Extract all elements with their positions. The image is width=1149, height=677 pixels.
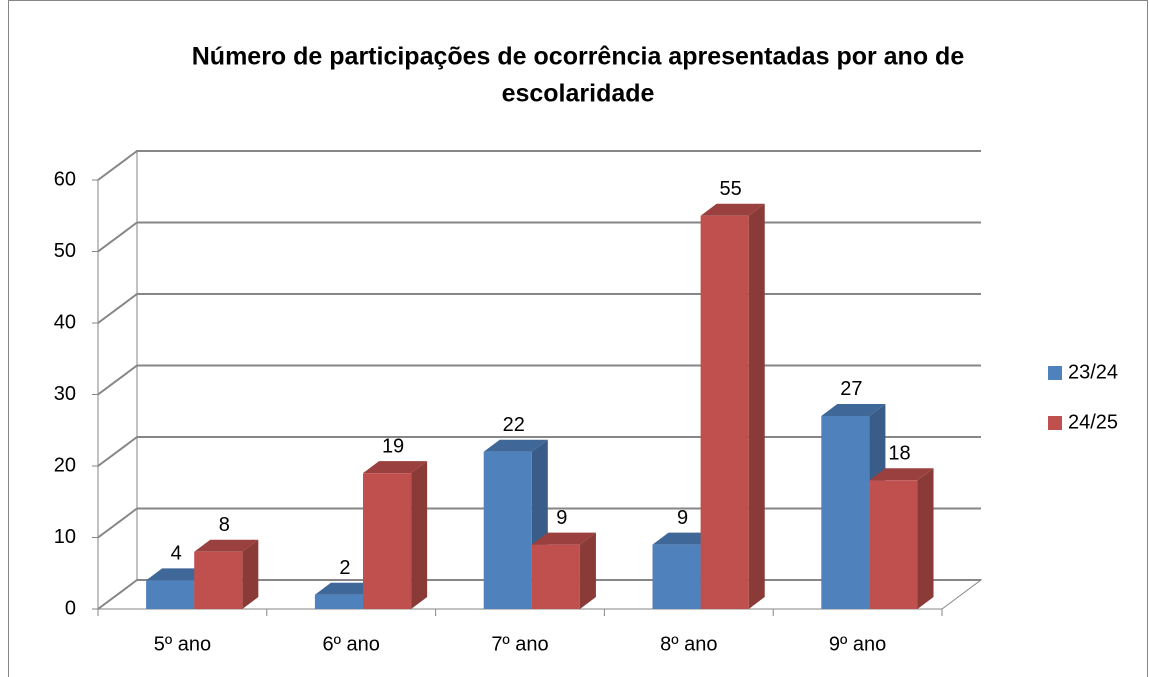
y-tick-label: 0 [65,597,76,619]
bar-top [531,532,596,545]
legend-label: 23/24 [1068,361,1118,383]
bar-top [314,582,380,595]
bar-side [917,468,934,609]
data-label: 27 [840,378,862,400]
grid-line [97,221,981,253]
bar-side [411,461,428,609]
bar-top [194,539,259,552]
legend-label: 24/25 [1068,411,1118,433]
x-tick-label: 6º ano [323,633,380,655]
grid-line [97,150,981,181]
bar-top [483,439,548,452]
bar-side [579,532,596,609]
bar-top [146,568,211,581]
bar-top [700,203,765,216]
data-label: 22 [503,414,525,436]
chart-title: escolaridade [502,80,655,108]
bar [363,473,412,609]
bar [869,480,918,609]
bar [146,580,195,609]
y-tick-label: 10 [54,526,76,548]
bar [821,415,870,609]
bar-side [748,203,765,609]
y-tick-label: 30 [54,383,76,405]
bar [531,544,580,609]
bar-top [821,403,886,416]
data-label: 18 [888,443,910,465]
x-tick-label: 9º ano [829,633,886,655]
x-tick-label: 5º ano [154,633,211,655]
legend-swatch [1048,366,1062,380]
x-tick-label: 8º ano [660,633,717,655]
bar [314,594,364,609]
data-label: 19 [382,435,404,457]
bar [700,215,749,609]
bar [483,451,532,609]
data-label: 2 [339,557,350,579]
y-tick-label: 40 [54,311,76,333]
y-tick-label: 50 [54,240,76,262]
data-label: 8 [219,514,230,536]
data-label: 9 [556,507,567,529]
x-tick-label: 7º ano [491,633,548,655]
y-tick-label: 20 [54,454,76,476]
bar-top [363,461,428,474]
chart-border [8,0,1148,677]
bar-side [242,539,259,609]
data-label: 4 [171,543,182,565]
data-label: 9 [677,507,688,529]
y-tick-label: 60 [54,168,76,190]
data-label: 55 [720,178,742,200]
bar-top [652,532,717,545]
chart-title: Número de participações de ocorrência ap… [192,43,965,71]
bar [194,551,243,609]
legend-swatch [1048,416,1062,430]
bar [652,544,701,609]
grid-line [97,293,981,324]
bar-top [869,468,934,481]
